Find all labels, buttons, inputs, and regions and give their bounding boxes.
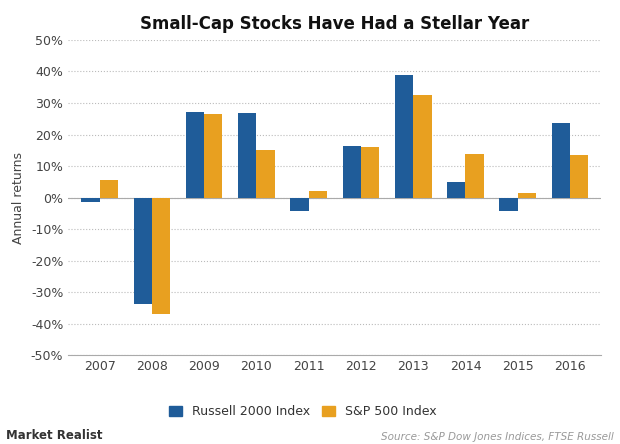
Bar bbox=[570, 155, 588, 198]
Bar bbox=[133, 198, 152, 304]
Bar bbox=[152, 198, 170, 314]
Bar bbox=[290, 198, 309, 211]
Bar bbox=[100, 180, 118, 198]
Bar bbox=[447, 182, 466, 198]
Bar bbox=[257, 150, 275, 198]
Bar bbox=[238, 113, 257, 198]
Bar bbox=[204, 114, 223, 198]
Bar bbox=[186, 112, 204, 198]
Bar bbox=[466, 155, 484, 198]
Bar bbox=[500, 198, 518, 211]
Bar bbox=[518, 193, 536, 198]
Text: Source: S&P Dow Jones Indices, FTSE Russell: Source: S&P Dow Jones Indices, FTSE Russ… bbox=[381, 432, 614, 442]
Title: Small-Cap Stocks Have Had a Stellar Year: Small-Cap Stocks Have Had a Stellar Year bbox=[140, 15, 529, 33]
Y-axis label: Annual returns: Annual returns bbox=[12, 151, 25, 244]
Bar bbox=[81, 198, 100, 202]
Bar bbox=[343, 146, 361, 198]
Text: Market Realist: Market Realist bbox=[6, 429, 103, 442]
Bar bbox=[309, 191, 327, 198]
Bar bbox=[395, 75, 413, 198]
Bar bbox=[552, 123, 570, 198]
Bar bbox=[413, 95, 432, 198]
Bar bbox=[361, 147, 379, 198]
Legend: Russell 2000 Index, S&P 500 Index: Russell 2000 Index, S&P 500 Index bbox=[169, 405, 436, 418]
